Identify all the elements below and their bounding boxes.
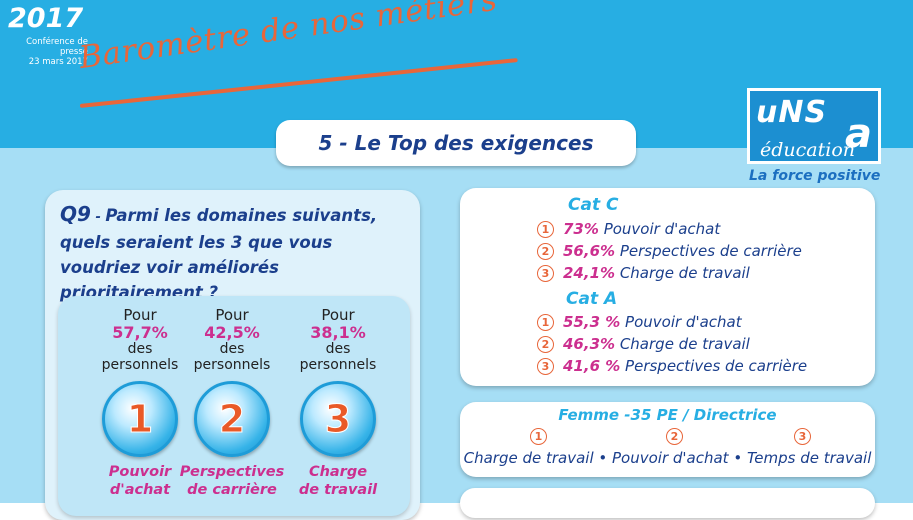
press-line-1: Conférence de presse — [26, 37, 88, 57]
question-number: Q9 — [60, 202, 91, 226]
choice-1: Pour 57,7% des personnels 1 Pouvoir d'ac… — [82, 306, 198, 499]
choice-label-line2: de carrière — [187, 482, 277, 498]
cat-a-row-2: 2 46,3% Charge de travail — [537, 335, 750, 353]
cat-label: Charge de travail — [619, 335, 750, 353]
cat-label: Pouvoir d'achat — [625, 313, 742, 331]
choice-des: des — [219, 341, 245, 357]
choice-percent: 38,1% — [310, 323, 366, 342]
choice-percent: 42,5% — [204, 323, 260, 342]
rank-badge: 2 — [537, 243, 554, 260]
choice-label-line1: Perspectives — [179, 464, 285, 480]
cat-label: Pouvoir d'achat — [603, 220, 721, 238]
rank-badge: 2 — [537, 336, 554, 353]
choice-label-line1: Charge — [308, 464, 368, 480]
cat-label: Perspectives de carrière — [619, 242, 802, 260]
choice-label: Charge de travail — [280, 463, 396, 499]
choice-pour: Pour — [215, 306, 249, 324]
question-dash: - — [90, 210, 106, 225]
cat-label: Charge de travail — [619, 264, 750, 282]
rank-badge: 1 — [530, 428, 547, 445]
choice-label-line2: de travail — [298, 482, 378, 498]
year-label: 2017 — [8, 3, 84, 34]
cat-label: Perspectives de carrière — [625, 357, 808, 375]
choice-label-line2: d'achat — [109, 482, 171, 498]
rank-badge: 3 — [537, 265, 554, 282]
rank-badge: 2 — [666, 428, 683, 445]
logo-slogan: La force positive — [749, 168, 881, 184]
cat-c-row-3: 3 24,1% Charge de travail — [537, 264, 750, 282]
rank-badge: 1 — [537, 221, 554, 238]
choice-personnels: personnels — [101, 357, 179, 373]
cat-pct: 55,3 % — [563, 313, 621, 331]
rank-circle: 3 — [300, 381, 376, 457]
choice-pour: Pour — [123, 306, 157, 324]
rank-badge: 3 — [537, 358, 554, 375]
rank-circle: 1 — [102, 381, 178, 457]
choice-label-line1: Pouvoir — [108, 464, 172, 480]
bottom-panel — [460, 488, 875, 518]
cat-pct: 41,6 % — [563, 357, 621, 375]
cat-pct: 73% — [563, 220, 599, 238]
choice-2: Pour 42,5% des personnels 2 Perspectives… — [174, 306, 290, 499]
categories-panel — [460, 188, 875, 386]
choice-personnels: personnels — [193, 357, 271, 373]
press-line-2: 23 mars 2017 — [28, 57, 88, 67]
press-info: Conférence de presse 23 mars 2017 — [8, 37, 88, 67]
rank-badge: 3 — [794, 428, 811, 445]
cat-a-row-3: 3 41,6 % Perspectives de carrière — [537, 357, 807, 375]
choice-percent: 57,7% — [112, 323, 168, 342]
cat-c-title: Cat C — [568, 195, 619, 215]
femme-items: Charge de travail • Pouvoir d'achat • Te… — [463, 449, 872, 467]
logo-letters: uNS — [756, 95, 828, 130]
choice-pour: Pour — [321, 306, 355, 324]
femme-title: Femme -35 PE / Directrice — [558, 406, 777, 424]
choice-des: des — [325, 341, 351, 357]
choice-label: Perspectives de carrière — [174, 463, 290, 499]
cat-c-row-2: 2 56,6% Perspectives de carrière — [537, 242, 802, 260]
cat-c-row-1: 1 73% Pouvoir d'achat — [537, 220, 720, 238]
rank-circle: 2 — [194, 381, 270, 457]
logo-education: éducation — [760, 139, 855, 161]
cat-pct: 24,1% — [563, 264, 616, 282]
unsa-logo: uNS a éducation La force positive — [745, 88, 881, 188]
logo-box: uNS a éducation — [747, 88, 881, 164]
choice-des: des — [127, 341, 153, 357]
cat-pct: 46,3% — [563, 335, 616, 353]
choice-3: Pour 38,1% des personnels 3 Charge de tr… — [280, 306, 396, 499]
logo-a: a — [845, 111, 872, 157]
section-title: 5 - Le Top des exigences — [276, 120, 636, 166]
cat-a-title: Cat A — [566, 289, 618, 309]
question-body: Parmi les domaines suivants, quels serai… — [60, 206, 378, 302]
choice-label: Pouvoir d'achat — [82, 463, 198, 499]
choice-personnels: personnels — [299, 357, 377, 373]
cat-a-row-1: 1 55,3 % Pouvoir d'achat — [537, 313, 742, 331]
question-text: Q9 - Parmi les domaines suivants, quels … — [60, 202, 410, 305]
rank-badge: 1 — [537, 314, 554, 331]
cat-pct: 56,6% — [563, 242, 616, 260]
